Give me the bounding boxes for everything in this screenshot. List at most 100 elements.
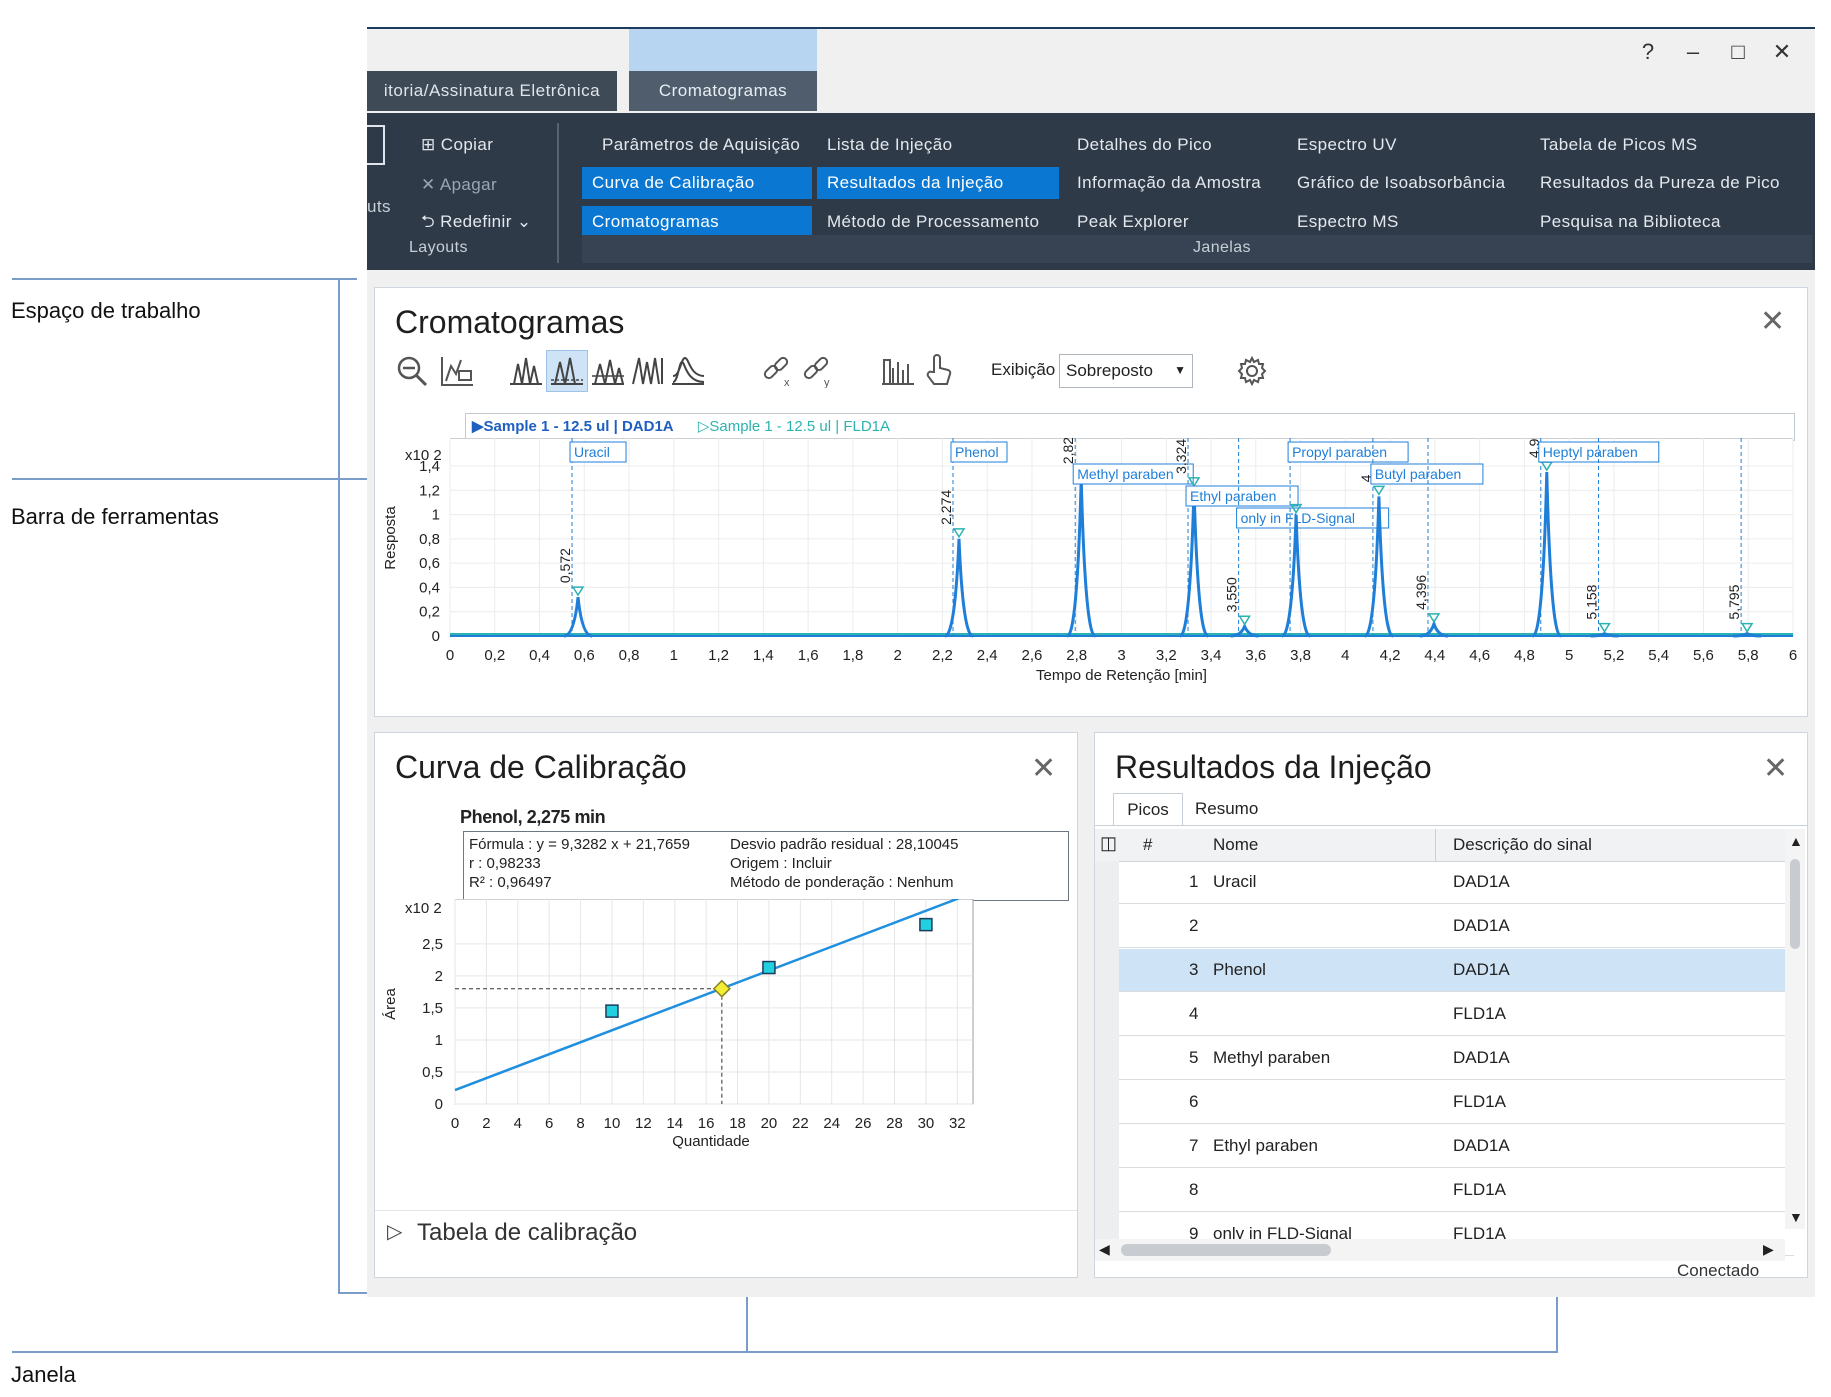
table-row[interactable]: 7 Ethyl paraben DAD1A bbox=[1119, 1125, 1794, 1168]
close-icon[interactable]: ✕ bbox=[1760, 305, 1786, 338]
hscroll-thumb[interactable] bbox=[1121, 1244, 1331, 1256]
horizontal-scrollbar[interactable]: ◀ ▶ bbox=[1095, 1239, 1785, 1261]
minimize-button[interactable]: – bbox=[1686, 39, 1700, 64]
x-tick-label: 0,8 bbox=[619, 647, 640, 664]
window-peak-explorer[interactable]: Peak Explorer bbox=[1077, 212, 1189, 231]
peak-name-label: Heptyl paraben bbox=[1543, 444, 1638, 460]
cell-number: 5 bbox=[1189, 1048, 1199, 1067]
cell-number: 8 bbox=[1189, 1180, 1199, 1199]
x-tick-label: 2 bbox=[482, 1115, 490, 1132]
window-ms-peak-table[interactable]: Tabela de Picos MS bbox=[1540, 135, 1698, 154]
x-tick-label: 12 bbox=[635, 1115, 652, 1132]
window-peak-details[interactable]: Detalhes do Pico bbox=[1077, 135, 1212, 154]
settings-gear-icon[interactable] bbox=[1237, 356, 1267, 386]
window-bracket-line bbox=[12, 1351, 1558, 1353]
scroll-down-icon[interactable]: ▼ bbox=[1789, 1209, 1803, 1225]
x-tick-label: 4,2 bbox=[1380, 647, 1401, 664]
zoom-out-icon[interactable] bbox=[395, 354, 429, 388]
window-isoabsorbance[interactable]: Gráfico de Isoabsorbância bbox=[1297, 173, 1506, 192]
scroll-thumb[interactable] bbox=[1790, 859, 1800, 949]
tab-chromatograms[interactable]: Cromatogramas bbox=[629, 71, 817, 111]
table-row[interactable]: 2 DAD1A bbox=[1119, 905, 1794, 948]
spectra-icon[interactable] bbox=[630, 354, 666, 388]
window-sample-info[interactable]: Informação da Amostra bbox=[1077, 173, 1262, 192]
col-name[interactable]: Nome bbox=[1213, 835, 1259, 854]
baseline-icon[interactable] bbox=[549, 354, 585, 388]
window-injection-list[interactable]: Lista de Injeção bbox=[827, 135, 953, 154]
window-annotation: Janela bbox=[11, 1362, 76, 1387]
stacked-icon[interactable] bbox=[670, 354, 706, 388]
link-icon[interactable]: x bbox=[760, 354, 796, 388]
scroll-right-icon[interactable]: ▶ bbox=[1763, 1241, 1774, 1257]
delete-button[interactable]: ✕ Apagar bbox=[411, 169, 497, 201]
x-tick-label: 4 bbox=[514, 1115, 522, 1132]
layouts-group-label: Layouts bbox=[409, 239, 468, 256]
peak-shape bbox=[1281, 514, 1311, 638]
table-row[interactable]: 8 FLD1A bbox=[1119, 1169, 1794, 1212]
copy-button[interactable]: ⊞ Copiar bbox=[411, 129, 493, 161]
y-multiplier: x10 2 bbox=[405, 447, 442, 464]
column-chooser-icon[interactable]: ◫ bbox=[1100, 833, 1118, 853]
delete-icon: ✕ bbox=[421, 175, 440, 194]
cell-signal: FLD1A bbox=[1453, 1180, 1506, 1199]
x-axis-label: Tempo de Retenção [min] bbox=[1036, 667, 1207, 684]
peak-apex-marker bbox=[1187, 477, 1201, 488]
window-calibration-curve[interactable]: Curva de Calibração bbox=[582, 167, 812, 199]
window-bracket-left bbox=[746, 1247, 748, 1353]
help-button[interactable]: ? bbox=[1641, 39, 1655, 64]
calibration-stats-box: Fórmula : y = 9,3282 x + 21,7659 r : 0,9… bbox=[463, 831, 1069, 901]
close-icon[interactable]: ✕ bbox=[1031, 752, 1057, 785]
table-row[interactable]: 4 FLD1A bbox=[1119, 993, 1794, 1036]
reset-button[interactable]: ⮌ Redefinir ⌄ bbox=[411, 206, 532, 238]
col-number[interactable]: # bbox=[1143, 835, 1153, 854]
table-row[interactable]: 1 Uracil DAD1A bbox=[1119, 861, 1794, 904]
cell-number: 1 bbox=[1189, 872, 1199, 891]
window-chromatograms[interactable]: Cromatogramas bbox=[582, 206, 812, 238]
window-injection-results[interactable]: Resultados da Injeção bbox=[817, 167, 1059, 199]
calibration-compound: Phenol, 2,275 min bbox=[460, 807, 606, 827]
window-uv-spectrum[interactable]: Espectro UV bbox=[1297, 135, 1397, 154]
windows-group-bar bbox=[582, 235, 1812, 263]
x-tick-label: 1,2 bbox=[708, 647, 729, 664]
calibration-title: Curva de Calibração bbox=[395, 749, 687, 785]
x-tick-label: 5 bbox=[1565, 647, 1573, 664]
grid-header: ◫ # Nome Descrição do sinal bbox=[1095, 829, 1785, 862]
x-tick-label: 1,6 bbox=[798, 647, 819, 664]
calibration-plot[interactable]: 0 2 4 6 8 10 12 14 16 18 20 22 24 26 28 30 3200,511,522,… bbox=[375, 899, 1077, 1199]
copy-label: Copiar bbox=[440, 135, 494, 154]
close-icon[interactable]: ✕ bbox=[1763, 752, 1789, 785]
window-peak-purity[interactable]: Resultados da Pureza de Pico bbox=[1540, 173, 1780, 192]
table-row[interactable]: 3 Phenol DAD1A bbox=[1119, 949, 1794, 992]
legend-fld1a[interactable]: ▷Sample 1 - 12.5 ul | FLD1A bbox=[697, 418, 890, 435]
scroll-up-icon[interactable]: ▲ bbox=[1789, 833, 1803, 849]
x-axis-label: Quantidade bbox=[672, 1133, 750, 1150]
window-acquisition-params[interactable]: Parâmetros de Aquisição bbox=[602, 135, 801, 154]
peak-rt-label: 4,90 bbox=[1526, 438, 1542, 458]
window-library-search[interactable]: Pesquisa na Biblioteca bbox=[1540, 212, 1721, 231]
window-ms-spectrum[interactable]: Espectro MS bbox=[1297, 212, 1399, 231]
peak-labels-icon[interactable] bbox=[508, 354, 544, 388]
x-tick-label: 24 bbox=[823, 1115, 840, 1132]
tab-peaks[interactable]: Picos bbox=[1113, 793, 1183, 826]
table-row[interactable]: 5 Methyl paraben DAD1A bbox=[1119, 1037, 1794, 1080]
maximize-button[interactable]: □ bbox=[1731, 39, 1745, 64]
integration-icon[interactable] bbox=[590, 354, 626, 388]
layout-icon[interactable] bbox=[367, 125, 385, 165]
calibration-table-toggle[interactable]: ▷ Tabela de calibração bbox=[375, 1210, 1077, 1257]
col-signal[interactable]: Descrição do sinal bbox=[1453, 835, 1592, 854]
axis-scale-icon[interactable] bbox=[439, 354, 475, 388]
vertical-scrollbar[interactable]: ▲ ▼ bbox=[1785, 829, 1805, 1229]
chromatogram-plot[interactable]: 0 0,2 0,4 0,6 0,8 1 1,2 1,4 1,6 1,8 2 2,2 2,4 2,6 2,8 3… bbox=[375, 438, 1807, 714]
legend-dad1a[interactable]: ▶Sample 1 - 12.5 ul | DAD1A bbox=[472, 418, 674, 435]
window-processing-method[interactable]: Método de Processamento bbox=[827, 212, 1040, 231]
peak-explorer-icon[interactable] bbox=[880, 354, 916, 388]
link-y-icon[interactable]: y bbox=[800, 354, 836, 388]
table-row[interactable]: 6 FLD1A bbox=[1119, 1081, 1794, 1124]
x-tick-label: 26 bbox=[855, 1115, 872, 1132]
tab-audit-signature[interactable]: itoria/Assinatura Eletrônica bbox=[367, 71, 617, 111]
close-button[interactable]: ✕ bbox=[1772, 39, 1792, 64]
display-mode-select[interactable]: Sobreposto ▼ bbox=[1059, 354, 1193, 388]
hand-tool-icon[interactable] bbox=[920, 352, 956, 388]
scroll-left-icon[interactable]: ◀ bbox=[1099, 1241, 1110, 1257]
tab-summary[interactable]: Resumo bbox=[1195, 799, 1259, 818]
